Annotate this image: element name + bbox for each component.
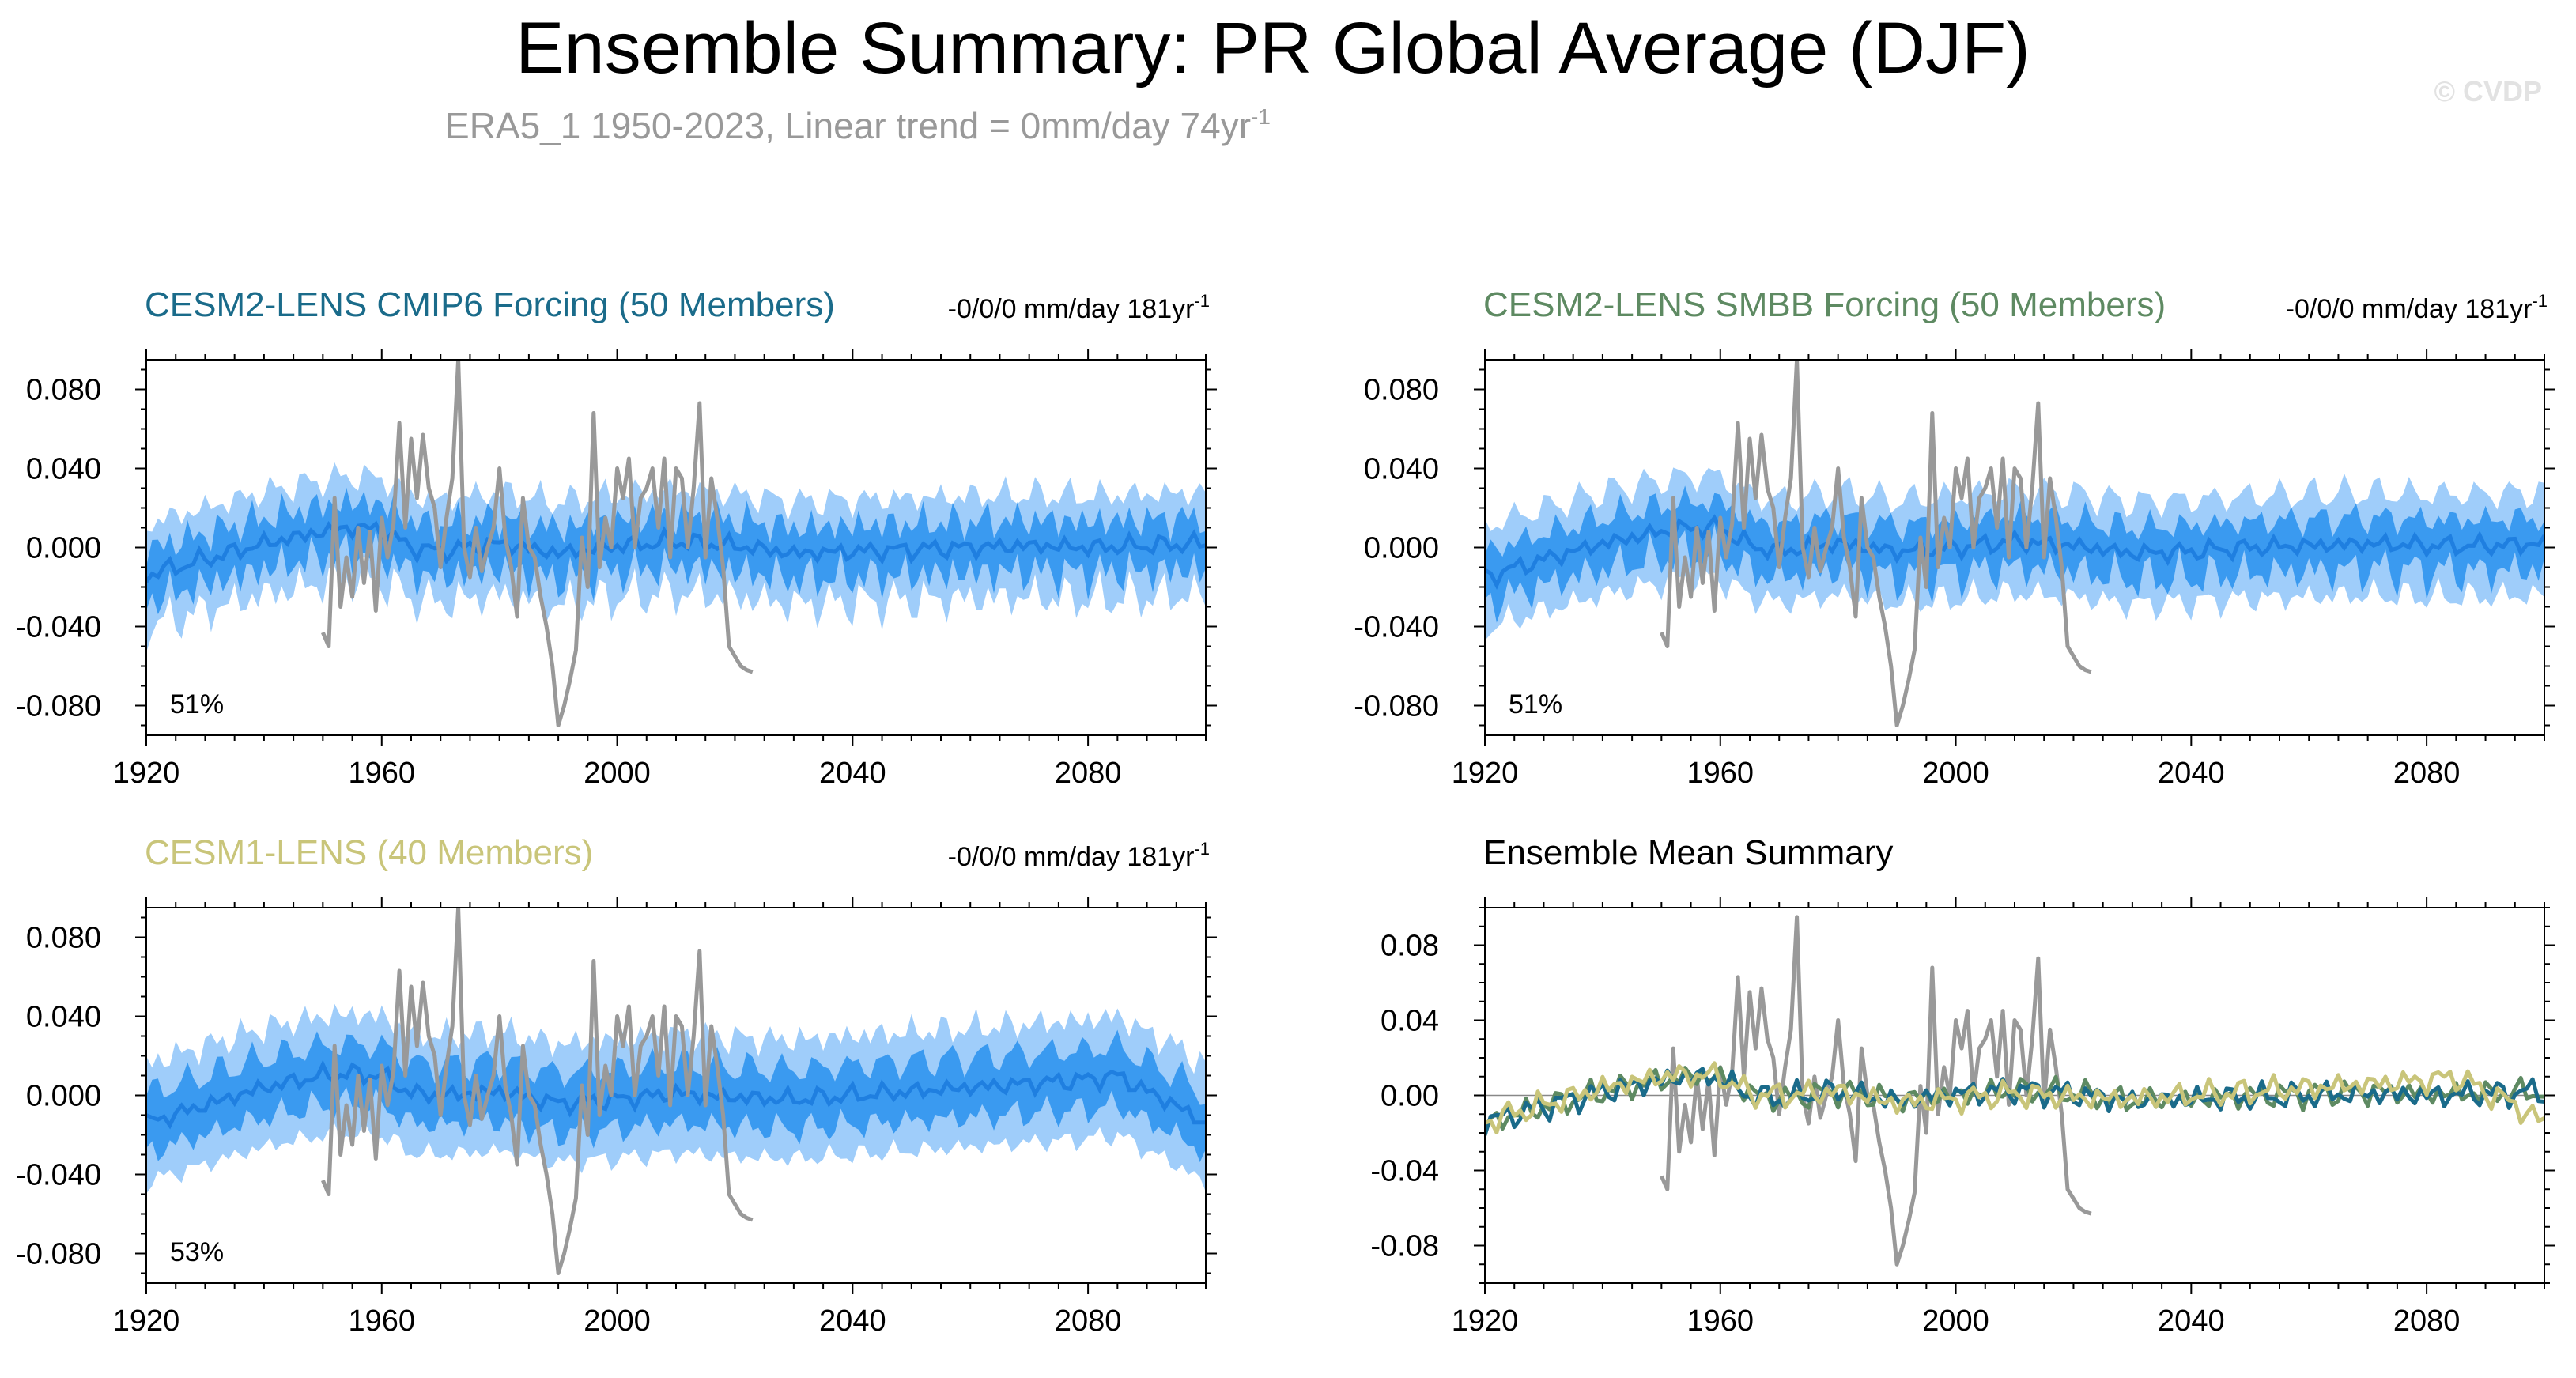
y-tick-label: 0.040 xyxy=(26,1001,101,1034)
panel-title: CESM2-LENS CMIP6 Forcing (50 Members) xyxy=(145,285,835,324)
x-axis: 1920 1960 2000 2040 2080 xyxy=(1452,349,2545,790)
plot-area xyxy=(1485,915,2544,1267)
y-tick-label: 0.040 xyxy=(1364,453,1439,486)
trend-label: -0/0/0 mm/day 181yr-1 xyxy=(2286,291,2548,324)
trend-label: -0/0/0 mm/day 181yr-1 xyxy=(948,291,1210,324)
x-tick-label: 1960 xyxy=(349,1304,416,1338)
ensemble-inner-band xyxy=(146,487,1206,615)
y-tick-label: 0.000 xyxy=(26,532,101,565)
series-line-0 xyxy=(1660,915,2092,1267)
y-tick-label: 0.000 xyxy=(26,1080,101,1113)
y-tick-label: 0.08 xyxy=(1381,930,1439,963)
y-axis: 0.08 0.04 0.00 -0.04 -0.08 xyxy=(1370,907,2555,1284)
y-tick-label: 0.04 xyxy=(1381,1005,1439,1038)
x-tick-label: 2000 xyxy=(584,1304,651,1338)
ensemble-mean-line xyxy=(146,520,1206,583)
x-tick-label: 2080 xyxy=(2393,1304,2461,1338)
plot-area xyxy=(146,908,1206,1275)
x-tick-label: 1960 xyxy=(349,757,416,790)
x-tick-label: 1960 xyxy=(1687,757,1754,790)
x-tick-label: 1920 xyxy=(113,757,180,790)
panels: CESM2-LENS CMIP6 Forcing (50 Members) -0/… xyxy=(16,285,2555,1338)
y-tick-label: -0.040 xyxy=(16,1159,101,1192)
x-axis: 1920 1960 2000 2040 2080 xyxy=(113,897,1207,1338)
y-tick-label: -0.080 xyxy=(16,690,101,723)
x-tick-label: 2040 xyxy=(819,757,886,790)
ensemble-inner-band xyxy=(146,1029,1206,1163)
x-tick-label: 1920 xyxy=(1452,757,1519,790)
ensemble-mean-line xyxy=(1485,514,2544,590)
x-tick-label: 1920 xyxy=(113,1304,180,1338)
x-tick-label: 2040 xyxy=(819,1304,886,1338)
x-tick-label: 2000 xyxy=(1922,757,1989,790)
x-tick-label: 2080 xyxy=(1055,1304,1122,1338)
percent-label: 53% xyxy=(170,1237,224,1267)
y-tick-label: 0.080 xyxy=(1364,374,1439,407)
ensemble-inner-band xyxy=(1485,485,2544,623)
series-line-3 xyxy=(1485,1061,2544,1134)
y-tick-label: 0.000 xyxy=(1364,532,1439,565)
y-tick-label: 0.040 xyxy=(26,453,101,486)
panel-bottom-left: CESM1-LENS (40 Members) -0/0/0 mm/day 181… xyxy=(16,833,1217,1338)
figure-subtitle: ERA5_1 1950-2023, Linear trend = 0mm/day… xyxy=(445,104,1271,146)
series-line-era5-1 xyxy=(1660,360,2092,727)
y-tick-label: -0.080 xyxy=(1354,690,1439,723)
x-tick-label: 2000 xyxy=(1922,1304,1989,1338)
x-tick-label: 2000 xyxy=(584,757,651,790)
x-axis: 1920 1960 2000 2040 2080 xyxy=(1452,897,2545,1338)
panel-top-right: CESM2-LENS SMBB Forcing (50 Members) -0/0… xyxy=(1354,285,2555,790)
y-tick-label: -0.040 xyxy=(16,611,101,644)
y-axis: 0.080 0.040 0.000 -0.040 -0.080 xyxy=(16,368,1217,727)
x-tick-label: 2040 xyxy=(2158,757,2225,790)
panel-bottom-right: Ensemble Mean Summary 1920 1960 2000 2040 208… xyxy=(1370,833,2555,1338)
x-tick-label: 1960 xyxy=(1687,1304,1754,1338)
x-axis: 1920 1960 2000 2040 2080 xyxy=(113,349,1207,790)
plot-area xyxy=(1485,360,2544,727)
panel-top-left: CESM2-LENS CMIP6 Forcing (50 Members) -0/… xyxy=(16,285,1217,790)
panel-title: CESM1-LENS (40 Members) xyxy=(145,833,593,872)
series-line-era5-1 xyxy=(321,908,754,1275)
y-axis: 0.080 0.040 0.000 -0.040 -0.080 xyxy=(16,916,1217,1274)
y-tick-label: -0.040 xyxy=(1354,611,1439,644)
percent-label: 51% xyxy=(170,689,224,719)
y-tick-label: -0.04 xyxy=(1370,1155,1439,1188)
plot-area xyxy=(146,360,1206,727)
y-axis: 0.080 0.040 0.000 -0.040 -0.080 xyxy=(1354,368,2555,727)
trend-label: -0/0/0 mm/day 181yr-1 xyxy=(948,839,1210,872)
y-tick-label: 0.00 xyxy=(1381,1080,1439,1113)
x-tick-label: 1920 xyxy=(1452,1304,1519,1338)
percent-label: 51% xyxy=(1509,689,1562,719)
panel-title: Ensemble Mean Summary xyxy=(1483,833,1893,872)
ensemble-mean-line xyxy=(146,1059,1206,1130)
y-tick-label: -0.08 xyxy=(1370,1230,1439,1263)
figure-title: Ensemble Summary: PR Global Average (DJF… xyxy=(516,8,2030,89)
y-tick-label: 0.080 xyxy=(26,922,101,955)
y-tick-label: -0.080 xyxy=(16,1238,101,1271)
series-line-2 xyxy=(1485,1067,2544,1136)
watermark: © CVDP xyxy=(2434,75,2542,108)
y-tick-label: 0.080 xyxy=(26,374,101,407)
x-tick-label: 2080 xyxy=(1055,757,1122,790)
x-tick-label: 2080 xyxy=(2393,757,2461,790)
series-line-era5-1 xyxy=(321,360,754,727)
series-line-1 xyxy=(1485,1065,2544,1131)
x-tick-label: 2040 xyxy=(2158,1304,2225,1338)
panel-title: CESM2-LENS SMBB Forcing (50 Members) xyxy=(1483,285,2166,324)
